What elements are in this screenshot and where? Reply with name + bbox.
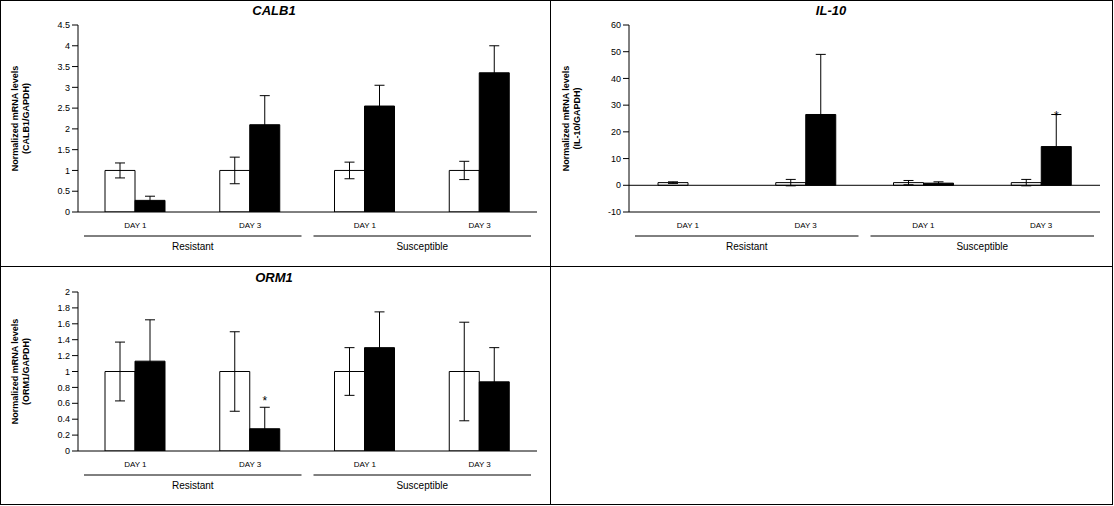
svg-text:Resistant: Resistant	[172, 241, 214, 252]
svg-text:60: 60	[611, 20, 621, 30]
svg-text:20: 20	[611, 127, 621, 137]
svg-text:0: 0	[65, 446, 70, 456]
svg-text:0.5: 0.5	[57, 186, 70, 196]
svg-text:1.4: 1.4	[57, 335, 70, 345]
svg-text:DAY 3: DAY 3	[239, 221, 262, 230]
svg-text:4: 4	[65, 41, 70, 51]
svg-text:DAY 3: DAY 3	[468, 460, 491, 469]
svg-text:4.5: 4.5	[57, 20, 70, 30]
svg-text:DAY 1: DAY 1	[912, 221, 935, 230]
svg-text:Normalized mRNA levels(CALB1/G: Normalized mRNA levels(CALB1/GAPDH)	[10, 66, 31, 172]
svg-text:DAY 1: DAY 1	[677, 221, 700, 230]
svg-text:0.6: 0.6	[57, 398, 70, 408]
svg-text:2.5: 2.5	[57, 103, 70, 113]
svg-text:10: 10	[611, 154, 621, 164]
svg-text:*: *	[262, 394, 267, 408]
svg-text:Susceptible: Susceptible	[396, 241, 448, 252]
svg-text:1.5: 1.5	[57, 145, 70, 155]
svg-text:*: *	[1054, 109, 1059, 123]
svg-text:0: 0	[65, 207, 70, 217]
svg-text:2: 2	[65, 287, 70, 297]
svg-text:DAY 3: DAY 3	[1030, 221, 1053, 230]
svg-text:0: 0	[616, 180, 621, 190]
svg-text:0.2: 0.2	[57, 430, 70, 440]
svg-text:0.8: 0.8	[57, 383, 70, 393]
svg-text:Susceptible: Susceptible	[956, 241, 1008, 252]
svg-text:Resistant: Resistant	[172, 480, 214, 491]
html-text:CALB1: CALB1	[252, 3, 296, 18]
svg-text:DAY 3: DAY 3	[794, 221, 817, 230]
svg-text:3.5: 3.5	[57, 62, 70, 72]
svg-text:DAY 1: DAY 1	[124, 460, 147, 469]
svg-text:-10: -10	[608, 207, 621, 217]
svg-text:1.8: 1.8	[57, 303, 70, 313]
svg-text:30: 30	[611, 100, 621, 110]
svg-text:Resistant: Resistant	[726, 241, 768, 252]
svg-text:DAY 1: DAY 1	[124, 221, 147, 230]
svg-text:Normalized mRNA levels(IL-10/G: Normalized mRNA levels(IL-10/GAPDH)	[561, 66, 582, 172]
svg-text:Normalized mRNA levels(ORM1/GA: Normalized mRNA levels(ORM1/GAPDH)	[10, 319, 31, 425]
svg-text:DAY 3: DAY 3	[468, 221, 491, 230]
svg-text:Susceptible: Susceptible	[396, 480, 448, 491]
svg-text:DAY 1: DAY 1	[354, 221, 377, 230]
svg-text:DAY 1: DAY 1	[354, 460, 377, 469]
svg-text:1: 1	[65, 166, 70, 176]
svg-text:DAY 3: DAY 3	[239, 460, 262, 469]
svg-text:50: 50	[611, 47, 621, 57]
svg-text:2: 2	[65, 124, 70, 134]
svg-text:3: 3	[65, 83, 70, 93]
svg-text:0.4: 0.4	[57, 414, 70, 424]
html-text:ORM1: ORM1	[255, 270, 293, 285]
svg-text:1.2: 1.2	[57, 351, 70, 361]
html-text:IL-10: IL-10	[815, 3, 847, 18]
svg-text:1.6: 1.6	[57, 319, 70, 329]
svg-text:1: 1	[65, 367, 70, 377]
svg-text:40: 40	[611, 74, 621, 84]
